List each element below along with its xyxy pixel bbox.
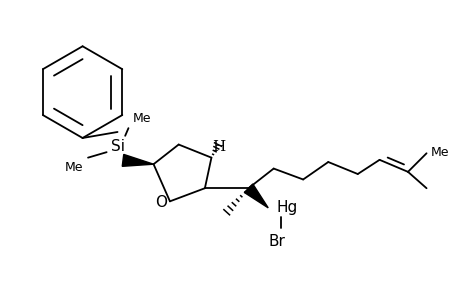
Text: Br: Br [268, 234, 285, 249]
Text: Me: Me [65, 161, 84, 174]
Text: Hg: Hg [276, 200, 297, 215]
Text: Si: Si [110, 139, 124, 154]
Text: H: H [212, 140, 225, 154]
Text: O: O [154, 195, 166, 210]
Polygon shape [122, 154, 153, 166]
Text: Me: Me [430, 146, 448, 159]
Polygon shape [244, 184, 268, 208]
Text: Me: Me [133, 112, 151, 125]
